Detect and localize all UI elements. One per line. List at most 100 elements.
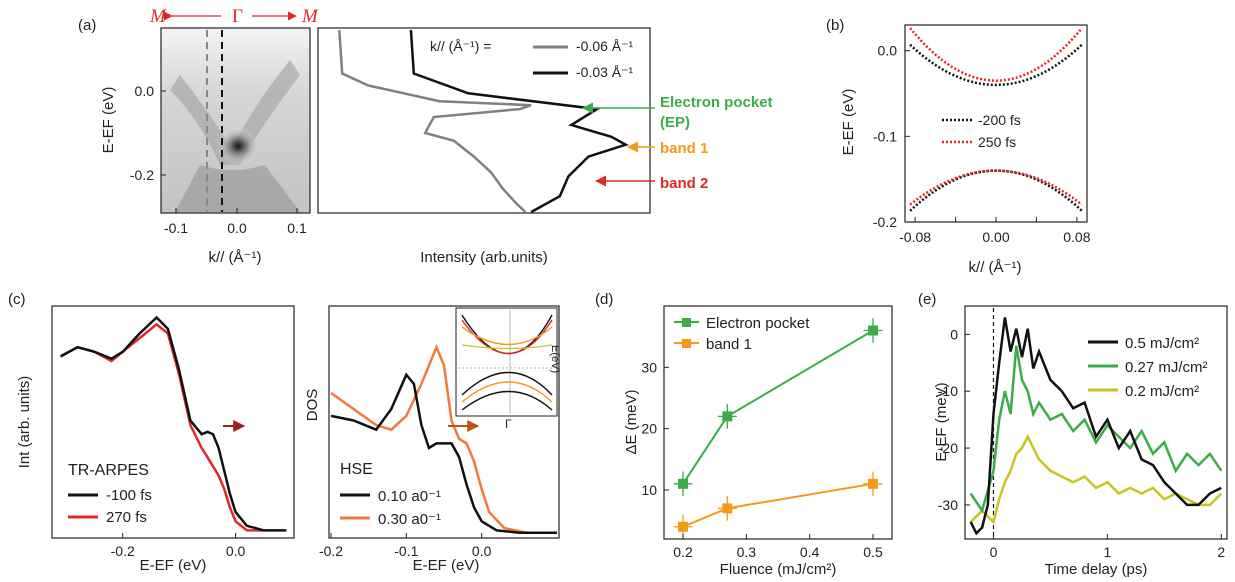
c-right-xlabel: E-EF (eV): [413, 557, 480, 574]
b-xtick-label: 0.08: [1063, 229, 1090, 245]
d-legend-label-1: band 1: [706, 336, 752, 353]
path-label-m-left: M: [149, 6, 167, 27]
a-xtick-1: 0.0: [227, 220, 247, 236]
annot-ep: Electron pocket: [660, 94, 773, 111]
panel-c-label: (c): [8, 291, 26, 308]
c-right-ylabel: DOS: [304, 389, 321, 422]
c-right-series-1: [330, 343, 557, 534]
e-xlabel: Time delay (ps): [1045, 561, 1148, 578]
b-xlabel: k// (Å⁻¹): [969, 259, 1022, 276]
annot-ep-2: (EP): [660, 114, 690, 131]
b-legend-label-0: -200 fs: [978, 112, 1021, 128]
d-axes: 0.2 0.3 0.4 0.5 10 20 30: [641, 359, 883, 560]
panel-b-label: (b): [826, 17, 844, 34]
d-point: [722, 503, 733, 514]
a-ylabel: E-EF (eV): [100, 87, 117, 154]
c-right-legend-label-0: 0.10 a0⁻¹: [378, 488, 441, 505]
b-band-upper-1: [909, 27, 1083, 82]
path-label-gamma: Γ: [232, 6, 243, 27]
b-xtick-label: -0.08: [899, 229, 931, 245]
e-ytick-label: -10: [938, 383, 958, 399]
e-ytick-label: -20: [938, 440, 958, 456]
c-left-xtick-label: -0.2: [111, 543, 135, 559]
d-ytick-label: 30: [641, 359, 657, 375]
c-left-legend-label-0: -100 fs: [106, 487, 152, 504]
e-ylabel: E-EF (meV): [933, 382, 950, 461]
e-xtick-label: 1: [1103, 544, 1111, 560]
c-right-series-0: [330, 372, 557, 534]
c-right-xtick-label: -0.2: [319, 543, 343, 559]
e-legend-label-1: 0.27 mJ/cm²: [1125, 359, 1208, 376]
d-ylabel: ΔE (meV): [623, 389, 640, 454]
c-left-legend-title: TR-ARPES: [68, 462, 149, 479]
a-ytick-0: 0.0: [135, 83, 155, 99]
c-right-legend-label-1: 0.30 a0⁻¹: [378, 511, 441, 528]
a-ytick-1: -0.2: [130, 167, 154, 183]
b-ytick-label: -0.2: [873, 214, 897, 230]
d-xlabel: Fluence (mJ/cm²): [720, 561, 837, 578]
path-label-m-right: M: [301, 6, 319, 27]
e-legend-label-0: 0.5 mJ/cm²: [1125, 335, 1199, 352]
e-series-0: [969, 317, 1222, 536]
c-left-plot: [60, 315, 287, 532]
e-ytick-label: -30: [938, 497, 958, 513]
c-right-plot: [330, 343, 557, 534]
e-frame: [964, 305, 1228, 540]
e-xtick-label: 0: [990, 544, 998, 560]
e-series-2: [969, 433, 1223, 525]
b-plot: [909, 27, 1083, 212]
b-band-upper-0: [909, 43, 1083, 87]
edc-series-0: [338, 29, 532, 213]
panel-c: (c) -0.2 0.0 TR-ARPES -100 fs 270 fs E-EF…: [8, 291, 561, 574]
b-band-lower-0: [909, 169, 1083, 212]
b-ytick-label: 0.0: [878, 43, 898, 59]
edc-legend-title: k// (Å⁻¹) =: [430, 38, 491, 54]
c-right-legend-title: HSE: [340, 461, 373, 478]
arpes-image: [160, 27, 311, 214]
d-xtick-label: 0.4: [800, 544, 820, 560]
b-ytick-label: -0.1: [873, 128, 897, 144]
d-point: [868, 478, 878, 489]
d-frame: [663, 305, 893, 540]
d-xtick-label: 0.3: [737, 544, 757, 560]
edc-xlabel: Intensity (arb.units): [420, 249, 548, 266]
e-axes: 0 1 2 0 -10 -20 -30: [938, 326, 1226, 560]
d-ytick-label: 20: [641, 421, 657, 437]
panel-b: (b) -0.08 0.00 0.08 0.0 -0.1 -0.2 -200 fs 250…: [826, 17, 1091, 276]
annot-band1: band 1: [660, 140, 708, 157]
panel-a-y-axis: 0.0 -0.2: [130, 83, 166, 183]
panel-d: (d) 0.2 0.3 0.4 0.5 10 20 30 Electron pocket b…: [595, 291, 893, 578]
d-line-1: [682, 482, 874, 528]
e-legend-label-2: 0.2 mJ/cm²: [1125, 383, 1199, 400]
inset-ylabel: E(eV): [549, 345, 561, 373]
c-left-series-0: [60, 315, 287, 532]
edc-frame: [317, 27, 651, 214]
c-left-ylabel: Int (arb. units): [16, 376, 33, 469]
c-right-frame: [328, 305, 560, 539]
panel-a-label: (a): [78, 17, 96, 34]
b-xtick-label: 0.00: [982, 229, 1009, 245]
inset-xlabel: Γ: [505, 417, 512, 431]
c-right-xtick-label: 0.0: [472, 543, 492, 559]
c-left-series-1: [60, 322, 264, 532]
c-inset: E(eV) Γ: [455, 307, 561, 431]
d-point: [722, 411, 733, 422]
edc-plot: [338, 29, 629, 214]
c-left-xlabel: E-EF (eV): [140, 557, 207, 574]
a-xtick-2: 0.1: [287, 220, 307, 236]
d-point: [868, 325, 878, 336]
e-series-1: [969, 345, 1223, 514]
e-xtick-label: 2: [1217, 544, 1225, 560]
panel-e-label: (e): [918, 291, 936, 308]
d-xtick-label: 0.2: [673, 544, 693, 560]
d-plot: [673, 318, 883, 539]
b-band-lower-1: [909, 169, 1083, 206]
d-line-0: [682, 329, 874, 485]
d-point: [678, 478, 688, 489]
d-ytick-label: 10: [641, 482, 657, 498]
edc-series-1: [409, 29, 629, 214]
d-xtick-label: 0.5: [863, 544, 883, 560]
b-axes: -0.08 0.00 0.08 0.0 -0.1 -0.2: [873, 43, 1091, 245]
c-right-xtick-label: -0.1: [394, 543, 418, 559]
